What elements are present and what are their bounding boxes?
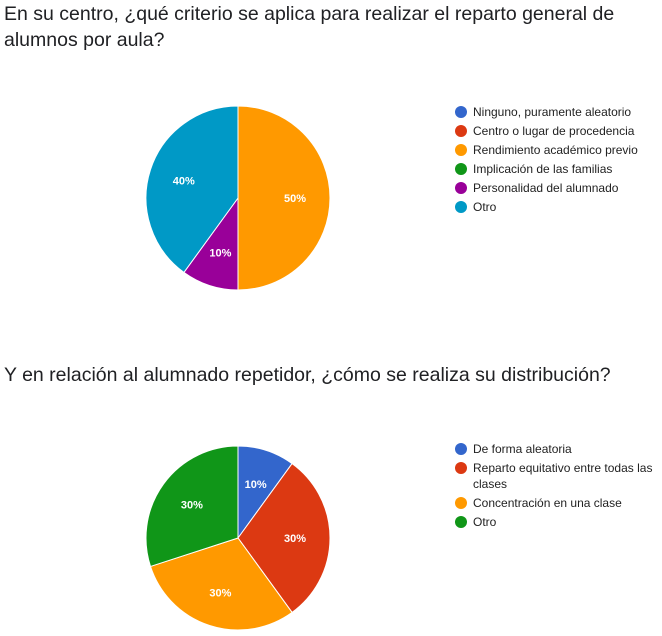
legend-item: Rendimiento académico previo [452, 142, 662, 158]
legend-label: Rendimiento académico previo [473, 143, 638, 157]
question-1-title: En su centro, ¿qué criterio se aplica pa… [4, 3, 615, 51]
slice-label: 10% [245, 479, 267, 491]
legend-swatch [455, 516, 467, 528]
legend-label: De forma aleatoria [473, 442, 572, 456]
legend-label: Reparto equitativo entre todas las clase… [473, 461, 653, 491]
question-2-title: Y en relación al alumnado repetidor, ¿có… [4, 364, 611, 386]
legend-swatch [455, 144, 467, 156]
legend-swatch [455, 201, 467, 213]
legend-swatch [455, 497, 467, 509]
legend-label: Centro o lugar de procedencia [473, 124, 635, 138]
legend-1: Ninguno, puramente aleatorio Centro o lug… [452, 104, 662, 218]
legend-label: Concentración en una clase [473, 496, 622, 510]
legend-2: De forma aleatoria Reparto equitativo ent… [452, 441, 662, 533]
legend-swatch [455, 125, 467, 137]
legend-label: Personalidad del alumnado [473, 181, 619, 195]
legend-item: Otro [452, 514, 662, 530]
legend-swatch [455, 182, 467, 194]
pie-chart-2: 10% 30% 30% 30% [145, 445, 331, 631]
legend-item: Personalidad del alumnado [452, 180, 662, 196]
slice-label: 10% [209, 247, 231, 259]
slice-label: 50% [284, 193, 306, 205]
pie-slice [145, 445, 239, 568]
legend-swatch [455, 106, 467, 118]
slice-label: 40% [173, 175, 195, 187]
legend-item: Reparto equitativo entre todas las clase… [452, 460, 662, 492]
pie-slice [149, 537, 293, 631]
pie-slice [237, 462, 331, 614]
legend-item: Otro [452, 199, 662, 215]
legend-item: Concentración en una clase [452, 495, 662, 511]
legend-item: Implicación de las familias [452, 161, 662, 177]
legend-label: Otro [473, 200, 497, 214]
pie-chart-1: 50% 10% 40% [145, 105, 331, 291]
legend-swatch [455, 443, 467, 455]
slice-label: 30% [209, 587, 231, 599]
legend-item: Ninguno, puramente aleatorio [452, 104, 662, 120]
legend-item: De forma aleatoria [452, 441, 662, 457]
legend-label: Otro [473, 515, 497, 529]
slice-label: 30% [284, 533, 306, 545]
legend-swatch [455, 462, 467, 474]
slice-label: 30% [181, 499, 203, 511]
legend-label: Implicación de las familias [473, 162, 613, 176]
legend-swatch [455, 163, 467, 175]
pie-slice [237, 105, 331, 291]
legend-item: Centro o lugar de procedencia [452, 123, 662, 139]
legend-label: Ninguno, puramente aleatorio [473, 105, 632, 119]
pie-slice [145, 105, 239, 274]
